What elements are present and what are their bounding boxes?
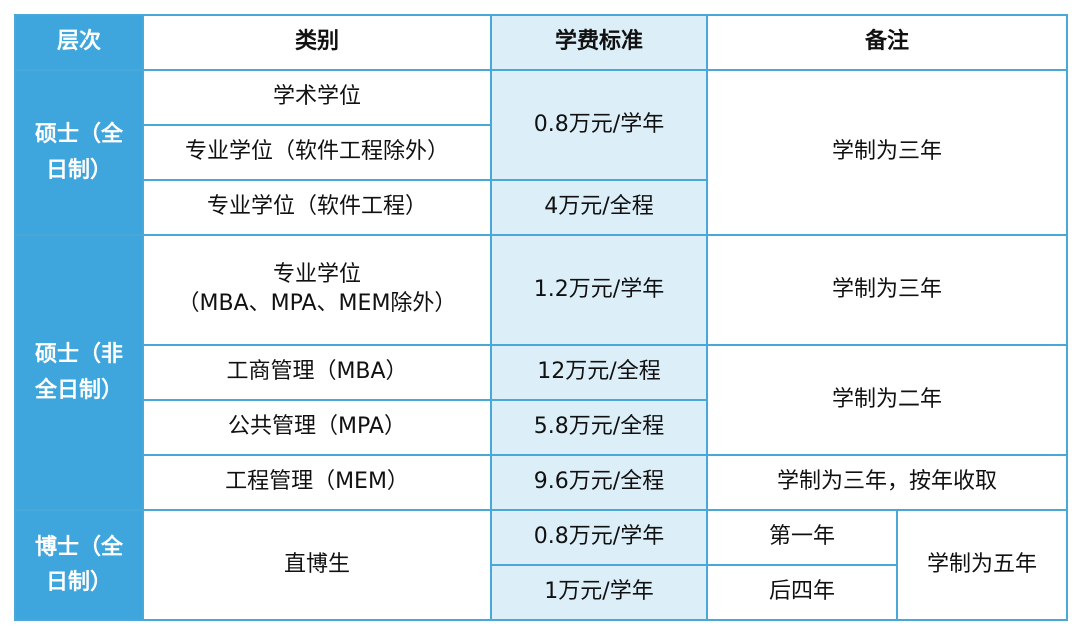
table-row: 硕士（非全日制） 专业学位 （MBA、MPA、MEM除外） 1.2万元/学年 学…: [14, 234, 1069, 511]
category-line: 专业学位: [272, 262, 361, 288]
category-cell: 学术学位: [142, 69, 492, 126]
fee-cell: 1万元/学年: [490, 564, 708, 621]
fee-cell: 1.2万元/学年: [490, 234, 708, 346]
header-note: 备注: [705, 14, 1069, 71]
table-row: 1万元/学年 后四年: [15, 564, 1067, 621]
fee-cell: 4万元/全程: [490, 179, 708, 236]
note-cell: 学制为三年，按年收取: [705, 454, 1069, 511]
level-label: 硕士（非全日制）: [34, 342, 123, 403]
category-cell: 公共管理（MPA）: [142, 399, 492, 456]
category-cell: 专业学位（软件工程）: [142, 179, 492, 236]
category-cell: 专业学位 （MBA、MPA、MEM除外）: [142, 234, 492, 346]
note-cell: 学制为三年: [705, 69, 1069, 236]
table-row: 博士（全日制） 直博生 0.8万元/学年 第一年 学制为五年: [14, 509, 1069, 621]
table-row: 公共管理（MPA） 5.8万元/全程: [15, 399, 1067, 456]
level-label: 博士（全日制）: [34, 534, 123, 595]
note-cell: 学制为二年: [705, 344, 1069, 456]
table-row: 硕士（全日制） 学术学位 0.8万元/学年 学制为三年: [14, 69, 1069, 236]
level-cell-masters-fulltime: 硕士（全日制）: [14, 69, 144, 236]
level-cell-masters-parttime: 硕士（非全日制）: [14, 234, 144, 511]
table-row: 工商管理（MBA） 12万元/全程 学制为二年: [15, 344, 1069, 456]
note-sub-cell: 第一年: [706, 509, 898, 566]
tuition-table: 层次 类别 学费标准 备注 硕士（全日制） 学术学位 0.8万元/学年 学制为三…: [14, 14, 1069, 621]
category-cell: 直博生: [142, 509, 492, 621]
category-cell: 专业学位（软件工程除外）: [142, 124, 492, 181]
note-sub-cell: 后四年: [706, 564, 898, 621]
note-cell: 学制为五年: [895, 509, 1069, 621]
fee-cell: 0.8万元/学年: [490, 69, 708, 181]
tuition-table-container: 层次 类别 学费标准 备注 硕士（全日制） 学术学位 0.8万元/学年 学制为三…: [14, 14, 1069, 621]
fee-cell: 0.8万元/学年: [490, 509, 708, 566]
table-row: 专业学位（软件工程除外）: [15, 124, 1067, 181]
header-level: 层次: [14, 14, 144, 71]
category-cell: 工商管理（MBA）: [142, 344, 492, 401]
note-cell: 学制为三年: [705, 234, 1069, 346]
level-label: 硕士（全日制）: [34, 122, 123, 183]
table-row: 工程管理（MEM） 9.6万元/全程 学制为三年，按年收取: [15, 454, 1069, 511]
fee-cell: 12万元/全程: [490, 344, 708, 401]
table-header-row: 层次 类别 学费标准 备注: [14, 14, 1069, 71]
table-row: 专业学位（软件工程） 4万元/全程: [15, 179, 1067, 236]
fee-cell: 5.8万元/全程: [490, 399, 708, 456]
category-line: （MBA、MPA、MEM除外）: [177, 291, 457, 316]
fee-cell: 9.6万元/全程: [490, 454, 708, 511]
level-cell-phd-fulltime: 博士（全日制）: [14, 509, 144, 621]
header-fee: 学费标准: [490, 14, 708, 71]
category-cell: 工程管理（MEM）: [142, 454, 492, 511]
header-category: 类别: [142, 14, 492, 71]
